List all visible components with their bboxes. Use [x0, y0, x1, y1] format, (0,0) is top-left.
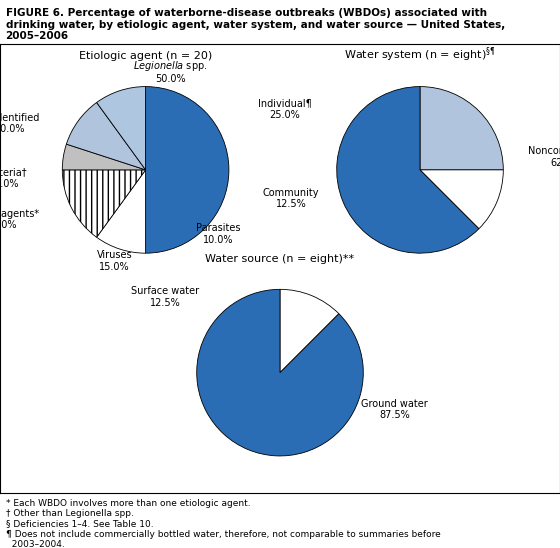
Text: * Each WBDO involves more than one etiologic agent.
† Other than Legionella spp.: * Each WBDO involves more than one etiol… — [6, 499, 440, 548]
Wedge shape — [62, 144, 146, 170]
Text: Surface water
12.5%: Surface water 12.5% — [132, 287, 199, 308]
Text: Individual¶
25.0%: Individual¶ 25.0% — [258, 98, 311, 120]
Text: Ground water
87.5%: Ground water 87.5% — [361, 399, 428, 420]
Text: FIGURE 6. Percentage of waterborne-disease outbreaks (WBDOs) associated with
dri: FIGURE 6. Percentage of waterborne-disea… — [6, 8, 505, 42]
Title: Water source (n = eight)**: Water source (n = eight)** — [206, 254, 354, 264]
Wedge shape — [280, 289, 339, 373]
Wedge shape — [197, 289, 363, 456]
Wedge shape — [337, 87, 479, 253]
Wedge shape — [67, 102, 146, 170]
Text: Parasites
10.0%: Parasites 10.0% — [196, 223, 241, 245]
Text: Noncommunity
62.5%: Noncommunity 62.5% — [529, 146, 560, 168]
Wedge shape — [146, 87, 229, 253]
Text: Viruses
15.0%: Viruses 15.0% — [96, 250, 132, 272]
Text: Community
12.5%: Community 12.5% — [263, 188, 319, 209]
Text: Unidentified
10.0%: Unidentified 10.0% — [0, 113, 40, 134]
Text: Mixed agents*
5.0%: Mixed agents* 5.0% — [0, 209, 39, 230]
Wedge shape — [97, 87, 146, 170]
Title: Etiologic agent (n = 20): Etiologic agent (n = 20) — [79, 51, 212, 61]
Wedge shape — [420, 170, 503, 229]
Text: Bacteria†
10.0%: Bacteria† 10.0% — [0, 167, 27, 189]
Wedge shape — [420, 87, 503, 170]
Wedge shape — [62, 170, 146, 237]
Text: $Legionella$ spp.
50.0%: $Legionella$ spp. 50.0% — [133, 59, 208, 84]
Wedge shape — [97, 170, 146, 253]
Title: Water system (n = eight)$^{§¶}$: Water system (n = eight)$^{§¶}$ — [344, 45, 496, 64]
